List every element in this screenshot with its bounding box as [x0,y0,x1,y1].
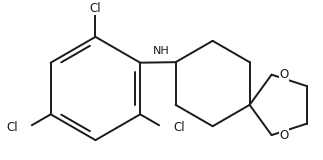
Text: Cl: Cl [173,121,185,134]
Text: O: O [279,129,289,142]
Text: Cl: Cl [90,2,101,15]
Text: Cl: Cl [6,121,18,134]
Text: NH: NH [152,45,169,56]
Text: O: O [279,68,289,81]
